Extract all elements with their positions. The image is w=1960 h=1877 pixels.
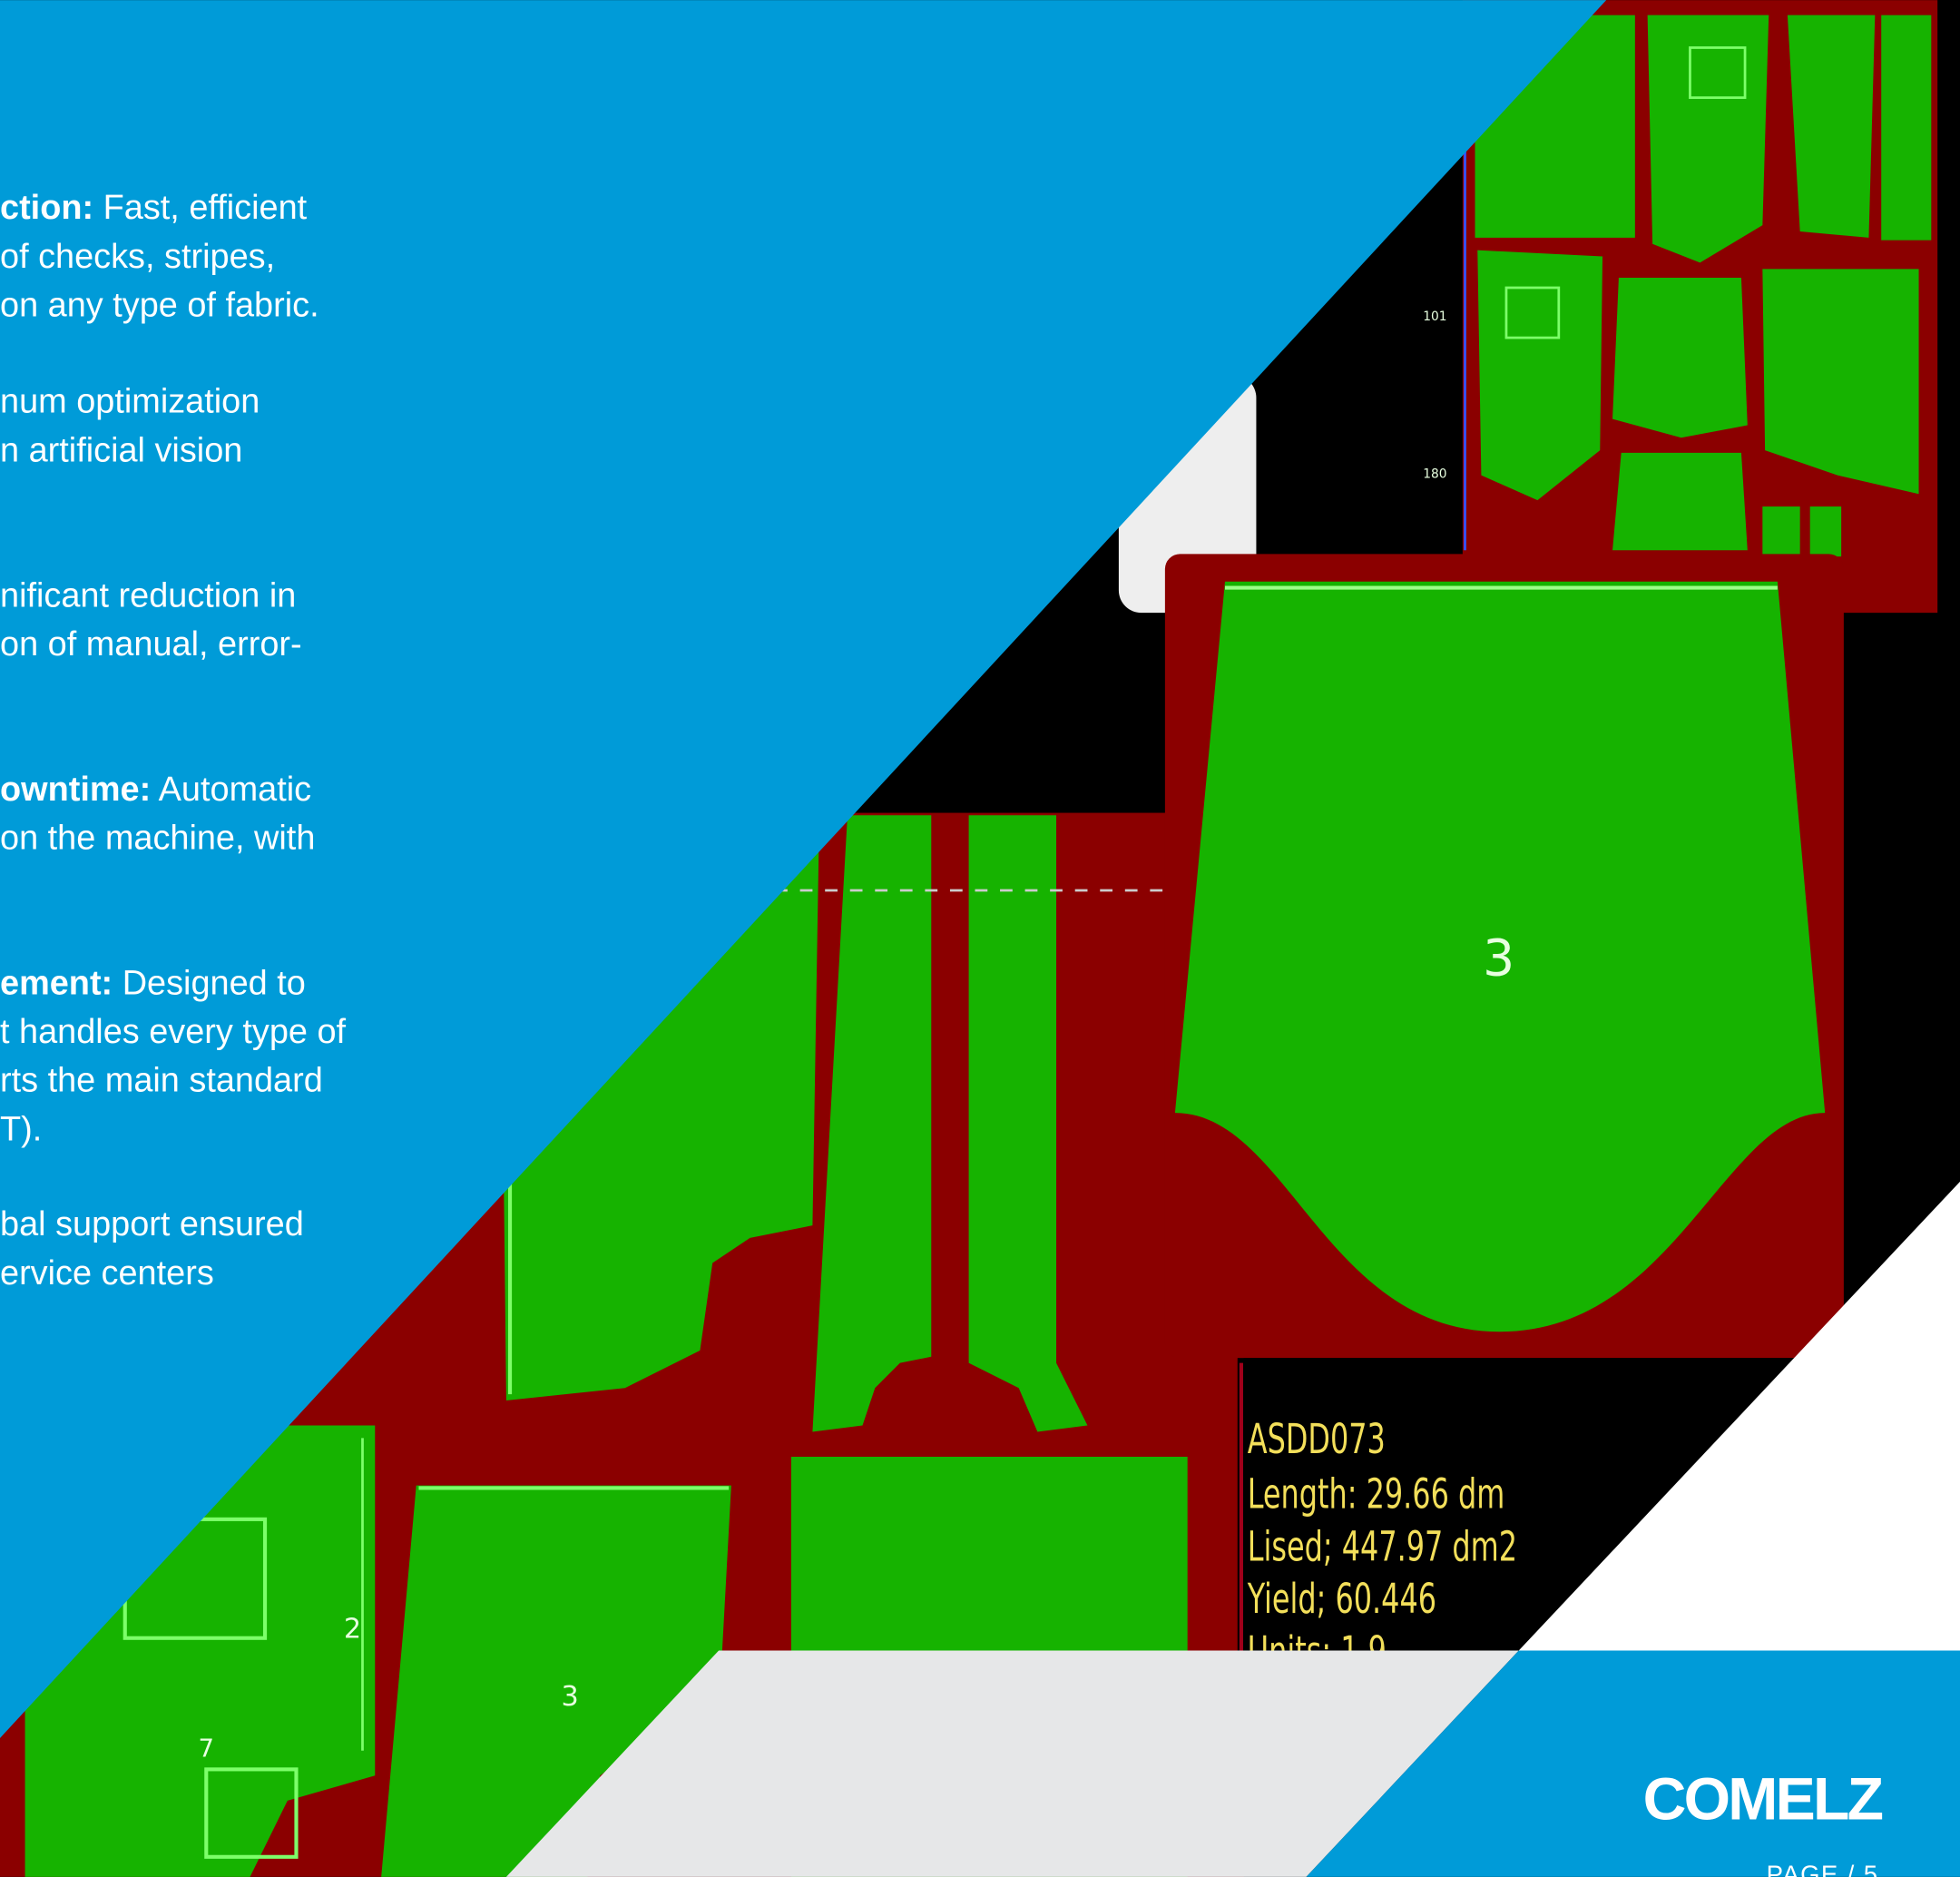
large-piece xyxy=(1164,554,1844,1359)
nesting-screenshot-top xyxy=(1118,0,1938,614)
piece-label: 180 xyxy=(1423,467,1446,481)
screen-info: Lised; 447.97 dm2 xyxy=(1248,1522,1517,1571)
screen-info: ASDD073 xyxy=(1248,1414,1386,1463)
feature-heading: ement: xyxy=(0,964,113,1002)
feature-line: on the machine, with xyxy=(0,820,315,858)
feature-line: on of manual, error- xyxy=(0,625,302,663)
feature-line: of checks, stripes, xyxy=(0,238,275,276)
white-wedge xyxy=(1518,1181,1960,1651)
piece-label: 7 xyxy=(199,1735,215,1764)
feature-line: ervice centers xyxy=(0,1254,214,1292)
feature-line: on any type of fabric. xyxy=(0,287,319,325)
logo: COMELZ xyxy=(1643,1765,1883,1833)
blue-band xyxy=(1306,1650,1960,1877)
screen-info: Length: 29.66 dm xyxy=(1248,1469,1505,1518)
feature-line: rts the main standard xyxy=(0,1062,323,1100)
feature-text: Fast, efficient xyxy=(93,189,308,227)
feature-line: ction: Fast, efficient xyxy=(0,189,308,227)
feature-line: owntime: Automatic xyxy=(0,771,311,809)
feature-heading: ction: xyxy=(0,189,93,227)
piece-label: 3 xyxy=(562,1681,579,1713)
gray-band xyxy=(505,1650,1519,1877)
piece-label: 2 xyxy=(344,1614,361,1646)
blue-panel xyxy=(0,0,1607,1738)
piece-label: 3 xyxy=(1483,929,1514,988)
feature-line: t handles every type of xyxy=(0,1013,347,1051)
feature-text: Designed to xyxy=(113,964,306,1002)
screen-info: Yield; 60.446 xyxy=(1247,1575,1436,1624)
feature-text: Automatic xyxy=(151,771,311,809)
page-number: PAGE / 5 xyxy=(1767,1861,1879,1877)
feature-line: ement: Designed to xyxy=(0,964,306,1002)
feature-line: n artificial vision xyxy=(0,431,242,469)
feature-heading: owntime: xyxy=(0,771,151,809)
piece-label: 101 xyxy=(1423,310,1446,324)
feature-line: T). xyxy=(0,1110,42,1148)
feature-line: num optimization xyxy=(0,383,260,421)
feature-line: nificant reduction in xyxy=(0,576,296,614)
feature-line: bal support ensured xyxy=(0,1205,304,1243)
feature-list: ction: Fast, efficient of checks, stripes… xyxy=(0,189,347,1292)
